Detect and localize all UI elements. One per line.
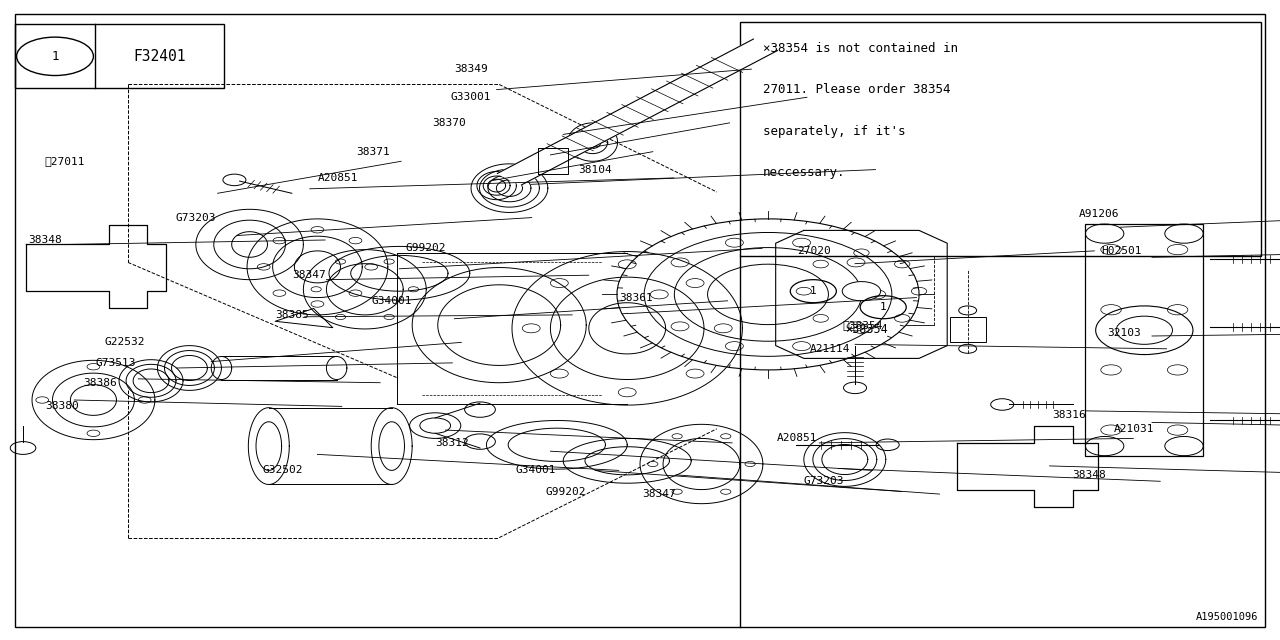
Text: 38316: 38316 xyxy=(1052,410,1085,420)
Text: G99202: G99202 xyxy=(406,243,447,253)
Text: ※38354: ※38354 xyxy=(842,320,883,330)
Text: 38348: 38348 xyxy=(1073,470,1106,480)
Text: 38370: 38370 xyxy=(433,118,466,128)
Text: 38385: 38385 xyxy=(275,310,308,320)
Bar xyxy=(950,317,986,342)
Text: G73203: G73203 xyxy=(804,476,845,486)
Text: A21031: A21031 xyxy=(1114,424,1155,434)
Bar xyxy=(15,24,224,88)
Text: 38371: 38371 xyxy=(356,147,389,157)
Text: 1: 1 xyxy=(879,302,887,312)
Text: ×38354: ×38354 xyxy=(845,323,887,336)
Text: 38349: 38349 xyxy=(454,64,488,74)
Text: H02501: H02501 xyxy=(1101,246,1142,256)
Text: 32103: 32103 xyxy=(1107,328,1140,338)
Text: 38348: 38348 xyxy=(28,235,61,245)
Circle shape xyxy=(842,282,881,301)
Text: G73203: G73203 xyxy=(175,212,216,223)
Text: 27011. Please order 38354: 27011. Please order 38354 xyxy=(763,83,950,96)
Text: A21114: A21114 xyxy=(810,344,851,354)
Text: A195001096: A195001096 xyxy=(1196,612,1258,622)
Bar xyxy=(1085,224,1203,456)
Text: 38386: 38386 xyxy=(83,378,116,388)
Polygon shape xyxy=(498,39,777,185)
Text: A20851: A20851 xyxy=(777,433,818,444)
Text: 38347: 38347 xyxy=(292,270,325,280)
Text: A91206: A91206 xyxy=(1079,209,1120,220)
Text: G34001: G34001 xyxy=(516,465,557,476)
Text: G73513: G73513 xyxy=(96,358,137,368)
Text: neccessary.: neccessary. xyxy=(763,166,845,179)
Bar xyxy=(740,22,1261,256)
Text: 1: 1 xyxy=(810,286,817,296)
Text: A20851: A20851 xyxy=(317,173,358,183)
Text: G22532: G22532 xyxy=(105,337,146,348)
Text: ※27011: ※27011 xyxy=(45,156,86,166)
Text: G32502: G32502 xyxy=(262,465,303,476)
Text: G34001: G34001 xyxy=(371,296,412,306)
Text: 38104: 38104 xyxy=(579,164,612,175)
Text: F32401: F32401 xyxy=(133,49,186,64)
Text: 38312: 38312 xyxy=(435,438,468,448)
Text: 27020: 27020 xyxy=(797,246,831,256)
Text: 38380: 38380 xyxy=(45,401,78,412)
Text: G99202: G99202 xyxy=(545,486,586,497)
Text: ×38354 is not contained in: ×38354 is not contained in xyxy=(763,42,957,54)
Text: G33001: G33001 xyxy=(451,92,492,102)
Text: 38347: 38347 xyxy=(643,489,676,499)
Text: separately, if it's: separately, if it's xyxy=(763,125,905,138)
Text: 1: 1 xyxy=(51,50,59,63)
Text: 38361: 38361 xyxy=(620,292,653,303)
